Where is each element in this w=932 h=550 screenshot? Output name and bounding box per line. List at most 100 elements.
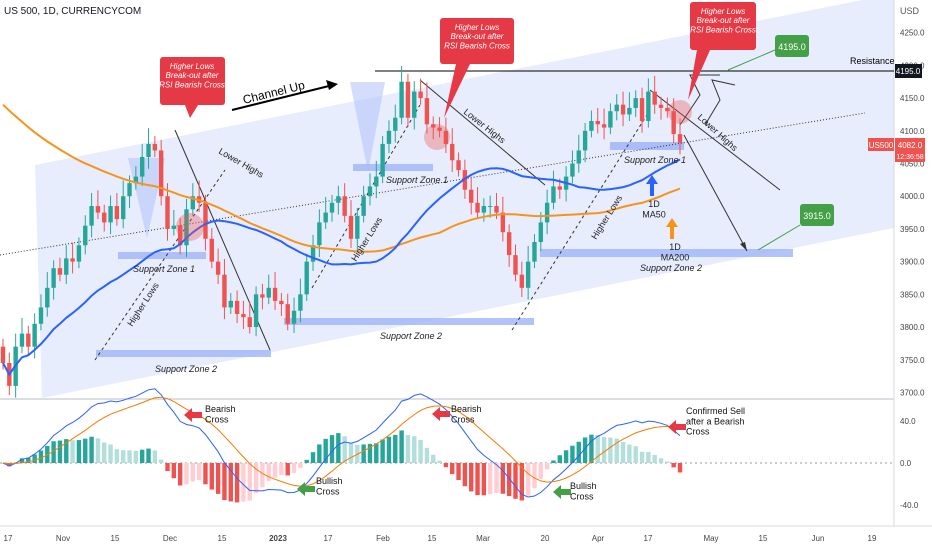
bullish-cross-arrow-1 <box>297 482 315 496</box>
macd-histogram-bar <box>234 463 240 503</box>
macd-histogram-bar <box>620 441 626 463</box>
ma200-label: 1D MA200 <box>661 242 690 262</box>
candle-body <box>323 212 328 223</box>
macd-histogram-bar <box>456 463 461 480</box>
callout-1: Higher Lows Break-out after RSI Bearish Cr… <box>159 57 225 118</box>
candle-body <box>102 212 107 223</box>
projection-path-up <box>679 74 720 126</box>
moving-averages <box>2 103 681 377</box>
candle-body <box>89 206 94 226</box>
time-tick-label: 20 <box>541 534 550 543</box>
macd-histogram-bar <box>589 434 594 463</box>
candle-body <box>228 300 233 308</box>
candle-body <box>544 202 550 223</box>
macd-annotations: Bearish Cross Bullish Cross Bearish Cross B… <box>184 404 745 501</box>
candle-body <box>348 215 354 239</box>
candle-body <box>405 81 411 118</box>
macd-histogram-bar <box>304 459 309 463</box>
macd-axis: 40.0 0.0 -40.0 <box>900 417 919 510</box>
candle-body <box>589 121 594 131</box>
macd-tick-label: 0.0 <box>900 459 912 468</box>
macd-histogram-bar <box>658 458 664 463</box>
projection-path-down <box>683 134 748 252</box>
candle-body <box>32 323 37 347</box>
macd-histogram-bar <box>431 454 436 463</box>
candle-body <box>582 130 588 151</box>
macd-pane <box>0 388 894 503</box>
candle-body <box>671 111 676 135</box>
support-zone-2-label-a: Support Zone 2 <box>155 364 217 374</box>
macd-histogram-bar <box>595 434 600 463</box>
macd-tick-label: 40.0 <box>900 417 916 426</box>
candle-body <box>412 91 417 118</box>
candle-body <box>310 245 316 262</box>
candle-body <box>329 202 335 213</box>
candle-body <box>171 225 177 229</box>
confirmed-sell-label: Confirmed Sell after a Bearish Cross <box>686 406 745 437</box>
candle-body <box>601 124 607 128</box>
candle-body <box>215 261 221 275</box>
macd-histogram-bar <box>487 463 493 495</box>
candle-body <box>652 91 657 105</box>
macd-histogram-bar <box>76 440 82 463</box>
candle-body <box>576 150 581 164</box>
candle-body <box>247 317 252 328</box>
bearish-cross-marker-3 <box>668 100 692 124</box>
macd-histogram-bar <box>544 463 550 470</box>
macd-histogram-bar <box>70 440 75 463</box>
macd-histogram-bar <box>506 463 512 497</box>
target-connector-up <box>727 49 776 71</box>
higher-lows-line-3 <box>511 109 651 331</box>
candle-body <box>272 287 278 301</box>
candle-body <box>633 98 638 108</box>
price-tick-label: 3700.0 <box>900 388 925 397</box>
macd-histogram-bar <box>633 446 638 463</box>
symbol-title: US 500, 1D, CURRENCYCOM <box>4 6 141 17</box>
support-zone-2-label-b: Support Zone 2 <box>380 331 442 341</box>
callout-1-text: Higher Lows Break-out after RSI Bearish Cr… <box>159 62 225 89</box>
callout-2: Higher Lows Break-out after RSI Bearish Cr… <box>440 18 514 118</box>
support-zone-2-label-c: Support Zone 2 <box>640 263 702 273</box>
candle-body <box>317 222 322 246</box>
macd-histogram-bar <box>665 461 670 463</box>
macd-histogram-bar <box>228 463 233 502</box>
projection-path-up-2 <box>704 79 736 126</box>
time-tick-label: 17 <box>324 534 333 543</box>
candle-body <box>639 98 645 122</box>
candle-body <box>367 186 373 197</box>
callout-3-text: Higher Lows Break-out after RSI Bearish Cr… <box>690 7 756 34</box>
macd-histogram-bar <box>253 463 259 494</box>
currency-label: USD <box>900 6 920 16</box>
support-zone-2-b <box>284 318 534 325</box>
candle-body <box>285 304 290 324</box>
macd-histogram-bar <box>279 463 284 476</box>
candle-body <box>127 183 132 197</box>
lower-highs-line-3 <box>649 89 781 191</box>
candle-body <box>114 206 120 220</box>
time-tick-label: 19 <box>868 534 877 543</box>
candle-body <box>646 91 651 122</box>
candle-body <box>291 310 297 324</box>
support-zone-1-c <box>610 142 684 150</box>
candle-body <box>418 91 423 99</box>
macd-histogram-bar <box>64 439 69 463</box>
price-tick-label: 3800.0 <box>900 323 925 332</box>
candle-body <box>298 294 303 311</box>
candle-body <box>620 104 626 115</box>
candle-body <box>108 206 113 223</box>
time-tick-label: Feb <box>376 534 390 543</box>
candle-body <box>190 196 196 210</box>
macd-histogram-bar <box>386 436 392 463</box>
macd-histogram-bar <box>165 463 170 472</box>
macd-histogram-bar <box>399 430 404 463</box>
candle-body <box>551 186 556 203</box>
candle-body <box>57 268 63 275</box>
support-zone-1-label-a: Support Zone 1 <box>133 264 195 274</box>
candle-body <box>342 196 347 216</box>
price-tick-label: 3900.0 <box>900 258 925 267</box>
macd-histogram-bar <box>272 463 278 478</box>
bearish-cross-arrow-1 <box>184 408 202 422</box>
macd-histogram-bar <box>450 463 455 475</box>
macd-histogram-bar <box>677 463 683 473</box>
